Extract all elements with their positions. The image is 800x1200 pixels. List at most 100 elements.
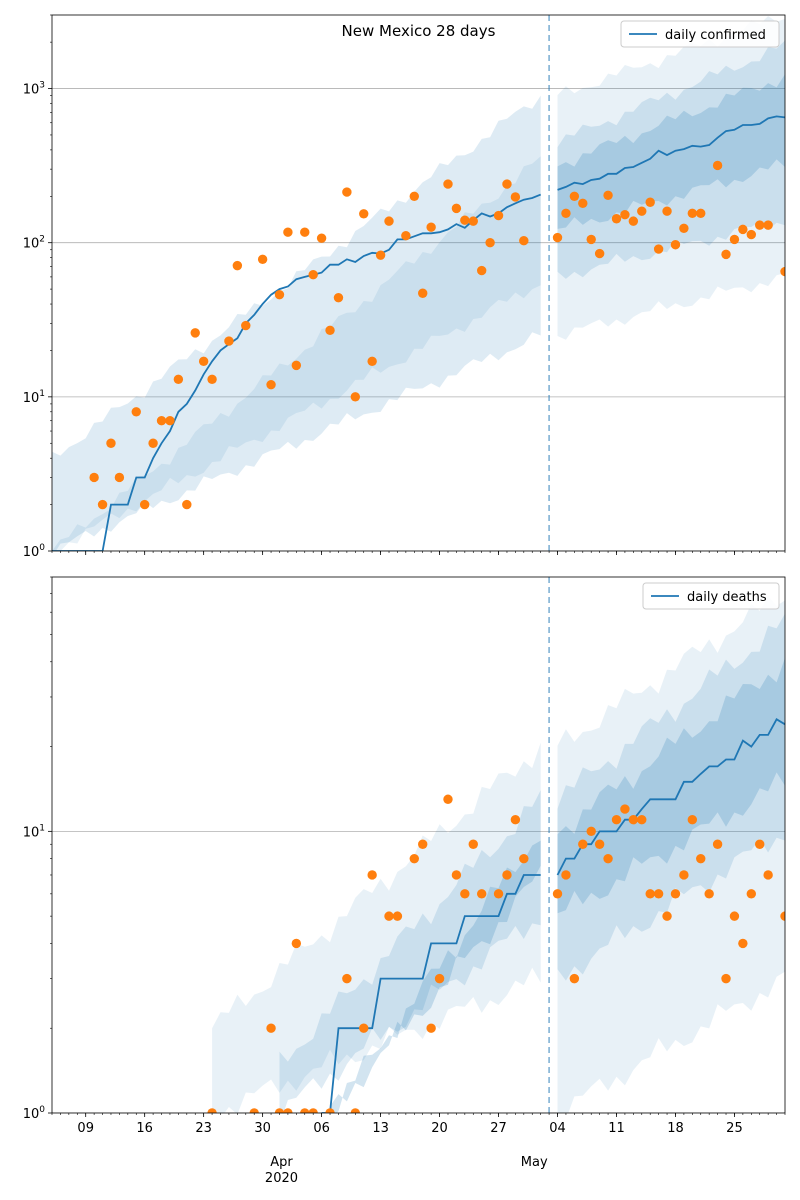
observed-point (359, 1023, 369, 1033)
chart-title: New Mexico 28 days (342, 22, 496, 40)
observed-point (519, 236, 529, 246)
observed-point (392, 911, 403, 921)
observed-point (586, 234, 596, 245)
x-tick-label: 09 (77, 1121, 94, 1136)
x-axis-labels: 09 16 23 30 06 13 20 27 04 11 18 25 Apr May 2020 (77, 1121, 742, 1186)
observed-point (443, 179, 453, 189)
observed-point (148, 438, 158, 448)
observed-point (569, 191, 580, 201)
observed-point (653, 244, 664, 254)
observed-point (620, 804, 630, 814)
observed-point (300, 1108, 310, 1113)
observed-point (139, 499, 150, 510)
observed-point (384, 216, 394, 226)
observed-point (746, 229, 756, 240)
observed-point (662, 911, 672, 921)
observed-point (426, 1023, 436, 1033)
observed-point (738, 938, 748, 949)
observed-point (679, 870, 689, 880)
uncertainty-band-past (52, 95, 541, 551)
uncertainty-band-forecast (557, 16, 785, 340)
observed-point (687, 208, 698, 219)
observed-point (434, 973, 445, 984)
observed-point (763, 870, 773, 880)
observed-point (780, 911, 785, 921)
observed-point (350, 1108, 361, 1113)
observed-point (670, 240, 681, 250)
observed-point (603, 190, 613, 200)
y-tick-exponent: 3 (39, 81, 45, 91)
observed-point (350, 392, 361, 402)
observed-point (594, 248, 605, 259)
observed-point (578, 839, 588, 849)
y-tick-base: 10 (23, 825, 40, 840)
observed-point (114, 472, 125, 483)
observed-point (333, 292, 344, 303)
observed-point (308, 270, 318, 280)
observed-point (611, 814, 622, 825)
observed-point (342, 187, 352, 197)
x-tick-label: 30 (254, 1121, 271, 1136)
fit-line-past (321, 874, 541, 1113)
x-month-label: May (521, 1155, 548, 1170)
observed-point (106, 438, 116, 448)
observed-point (401, 231, 411, 241)
observed-point (384, 911, 394, 921)
observed-point (738, 224, 748, 235)
observed-point (316, 233, 327, 243)
observed-point (367, 356, 377, 367)
observed-point (712, 160, 723, 171)
observed-point (476, 265, 487, 276)
observed-point (451, 203, 462, 214)
observed-point (131, 407, 141, 417)
observed-point (729, 234, 740, 245)
observed-point (232, 260, 243, 271)
observed-point (561, 870, 571, 880)
observed-point (165, 416, 175, 426)
observed-point (308, 1108, 318, 1113)
observed-point (670, 889, 681, 899)
uncertainty-band-forecast (557, 613, 785, 981)
observed-point (502, 179, 512, 189)
observed-point (510, 814, 521, 825)
y-tick-label: 101 (23, 823, 45, 840)
plot-area (52, 15, 785, 551)
fit-line-past (52, 193, 542, 551)
x-tick-label: 04 (549, 1121, 566, 1136)
x-tick-label: 18 (667, 1121, 684, 1136)
x-tick-label: 27 (490, 1121, 507, 1136)
x-month-label: Apr (270, 1155, 293, 1170)
observed-point (367, 870, 377, 880)
x-tick-label: 25 (726, 1121, 743, 1136)
observed-point (274, 289, 285, 300)
y-tick-base: 10 (23, 1107, 40, 1122)
uncertainty-band-forecast (557, 595, 785, 1113)
axes-frame (51, 14, 786, 552)
x-tick-label: 23 (195, 1121, 212, 1136)
y-tick-label: 103 (23, 81, 45, 98)
observed-point (755, 839, 765, 849)
y-tick-exponent: 0 (39, 1105, 45, 1115)
observed-point (207, 374, 217, 384)
x-tick-label: 13 (372, 1121, 389, 1136)
y-tick-base: 10 (23, 83, 40, 98)
observed-point (468, 839, 478, 849)
observed-point (426, 222, 436, 232)
observed-point (485, 237, 495, 248)
y-tick-label: 102 (23, 235, 45, 252)
y-tick-label: 100 (23, 543, 46, 560)
observed-point (696, 208, 706, 219)
observed-point (561, 208, 571, 219)
observed-point (721, 973, 731, 984)
observed-point (156, 416, 167, 426)
observed-point (359, 209, 369, 219)
observed-point (443, 794, 453, 804)
observed-point (519, 853, 529, 864)
legend-label: daily confirmed (665, 28, 766, 43)
observed-point (594, 839, 605, 849)
observed-point (249, 1108, 259, 1113)
observed-point (611, 214, 622, 224)
observed-point (687, 814, 698, 825)
observed-point (510, 192, 521, 202)
observed-point (721, 249, 731, 260)
